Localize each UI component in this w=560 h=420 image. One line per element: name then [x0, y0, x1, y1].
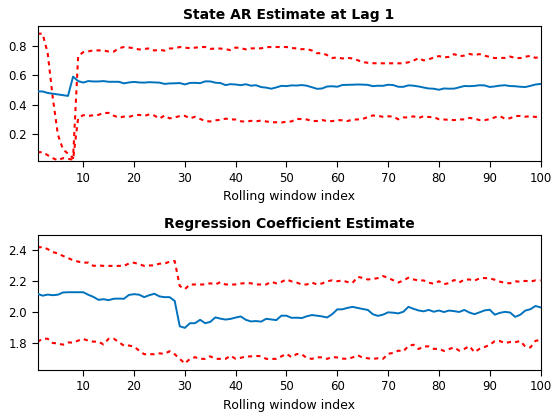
Title: Regression Coefficient Estimate: Regression Coefficient Estimate — [164, 217, 414, 231]
X-axis label: Rolling window index: Rolling window index — [223, 399, 355, 412]
Title: State AR Estimate at Lag 1: State AR Estimate at Lag 1 — [183, 8, 395, 22]
X-axis label: Rolling window index: Rolling window index — [223, 190, 355, 203]
